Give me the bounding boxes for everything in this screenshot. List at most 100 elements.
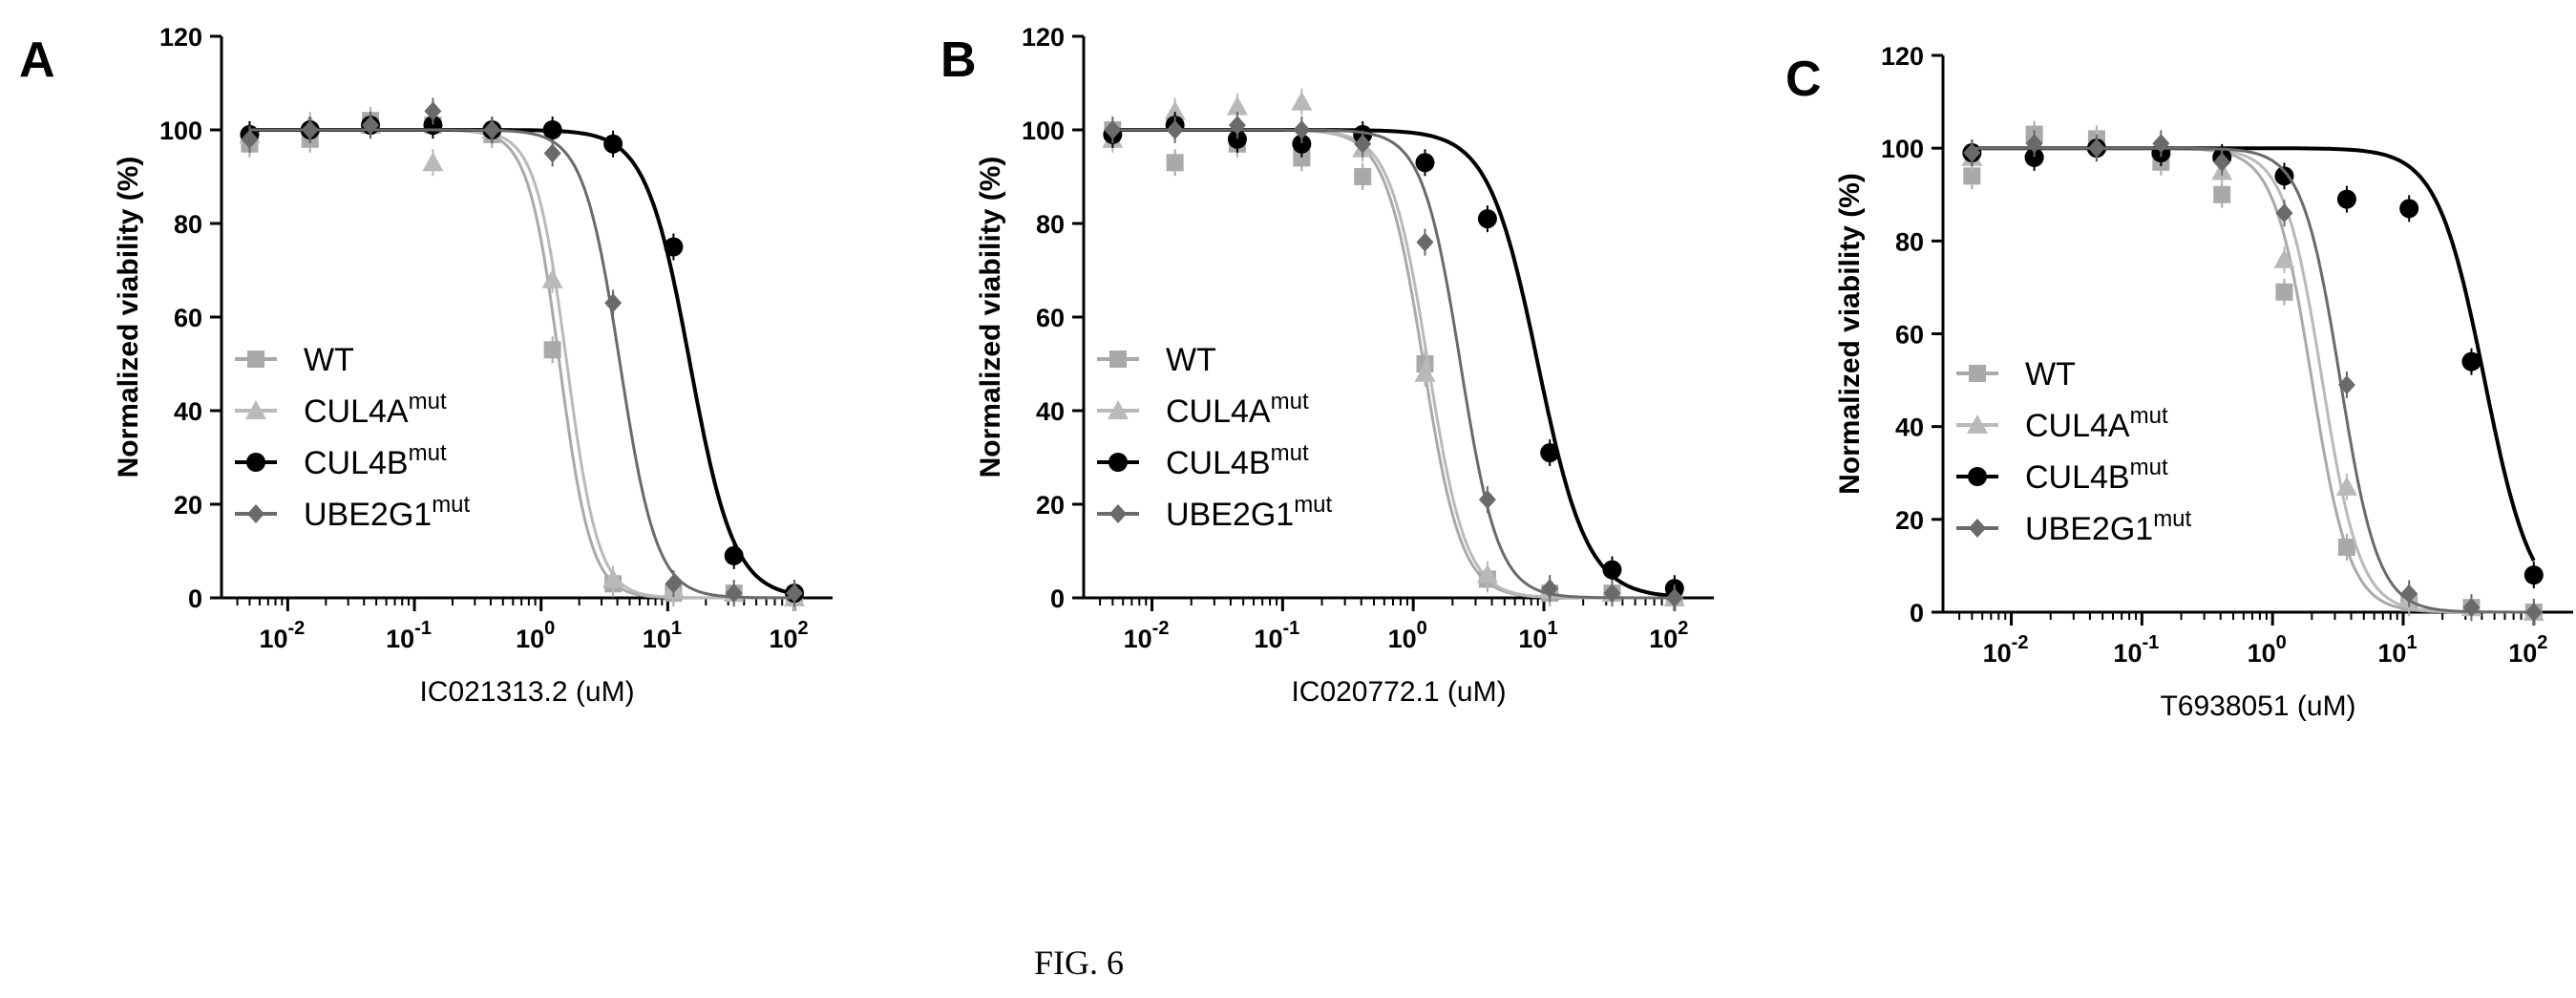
y-tick-label: 80 [1895,227,1924,256]
x-tick-label: 100 [1388,618,1427,653]
y-tick-label: 40 [174,397,202,426]
data-point-ube2g1 [1963,143,1981,163]
data-point-ube2g1 [362,116,380,136]
data-point-ube2g1 [1541,579,1559,599]
x-tick-label: 10-2 [259,618,305,653]
x-tick-label: 101 [2377,632,2417,668]
data-point-cul4b [1540,443,1560,463]
data-point-cul4a [2273,248,2295,268]
fit-curve-ube2g1 [1972,146,2534,614]
data-point-cul4b [603,134,623,154]
fit-curve-ube2g1 [1112,128,1675,600]
data-point-ube2g1 [1293,120,1311,139]
data-point-cul4b [542,120,562,139]
panel-letter: B [940,32,977,88]
legend-item-ube2g1: UBE2G1mut [235,492,471,533]
data-point-cul4b [1227,129,1247,149]
legend-item-wt: WT [1097,342,1216,378]
legend-item-cul4b: CUL4Bmut [1097,440,1309,481]
legend-label: WT [2025,356,2076,393]
data-point-ube2g1 [543,143,561,163]
y-tick-label: 20 [174,491,202,520]
y-tick-label: 40 [1036,397,1065,426]
legend-item-wt: WT [1956,356,2076,393]
x-tick-label: 10-1 [386,618,432,653]
data-point-cul4b [2024,147,2044,167]
y-tick-label: 120 [1022,23,1065,52]
data-point-ube2g1 [1416,232,1434,252]
data-point-wt [543,341,561,359]
data-point-cul4a [1164,100,1186,120]
legend-label: CUL4Bmut [1166,440,1309,481]
y-tick-label: 120 [159,23,202,52]
y-tick-label: 0 [1050,584,1065,613]
series-ube2g1 [1963,130,2543,626]
x-tick-label: 102 [1649,618,1688,653]
panel-c: C 0 20 40 60 80 100 120 10-2 10-1 100 101 102 T693805… [1785,42,2573,722]
data-point-cul4a [422,152,444,172]
legend-label: UBE2G1mut [304,492,471,533]
data-point-cul4a [602,568,624,588]
legend-item-cul4a: CUL4Amut [1956,403,2168,444]
data-point-ube2g1 [2400,584,2418,604]
data-point-cul4b [2399,199,2419,219]
y-tick-label: 0 [1910,599,1924,627]
y-tick-label: 80 [1036,210,1065,239]
data-point-ube2g1 [786,584,804,604]
legend-marker-cul4b [1109,453,1128,472]
x-tick-label: 10-2 [1124,618,1170,653]
data-point-ube2g1 [1665,588,1683,607]
data-point-cul4b [2336,189,2356,209]
panel-a: A 0 20 40 60 80 100 120 10-2 10-1 100 101 102 IC02131… [19,23,833,708]
x-tick-label: 100 [2248,632,2287,668]
data-point-ube2g1 [1166,120,1184,139]
legend-marker-ube2g1 [1969,519,1986,538]
y-tick-label: 80 [174,210,202,239]
legend: WT CUL4Amut CUL4Bmut UBE2G1mut [235,342,471,533]
data-point-wt [1293,149,1311,167]
legend-marker-cul4a [1108,400,1129,419]
legend-label: CUL4Bmut [304,440,447,481]
data-point-ube2g1 [725,584,743,604]
panels-group: A 0 20 40 60 80 100 120 10-2 10-1 100 101 102 IC02131… [19,23,2573,722]
legend-marker-ube2g1 [247,504,264,523]
legend-item-wt: WT [235,342,354,378]
legend-label: CUL4Amut [304,389,447,430]
data-point-ube2g1 [2462,598,2481,618]
legend-label: CUL4Amut [1166,389,1309,430]
data-point-cul4a [1291,91,1313,111]
legend-label: CUL4Bmut [2025,455,2168,496]
y-tick-label: 100 [1022,117,1065,145]
legend-marker-cul4b [246,453,265,472]
data-point-ube2g1 [665,574,683,594]
y-tick-label: 0 [188,584,202,613]
legend-marker-cul4a [1967,414,1988,434]
legend-label: CUL4Amut [2025,403,2168,444]
legend-label: UBE2G1mut [1166,492,1333,533]
x-axis-label: IC020772.1 (uM) [1291,676,1506,708]
data-point-cul4a [1226,96,1248,116]
data-point-cul4b [1477,209,1497,229]
data-point-ube2g1 [2087,138,2105,159]
data-point-cul4b [2461,351,2481,372]
legend-label: UBE2G1mut [2025,506,2192,547]
legend-label: WT [304,342,354,378]
data-point-ube2g1 [2152,134,2170,154]
y-tick-label: 60 [1036,304,1065,332]
data-point-wt [1963,167,1981,185]
x-tick-label: 102 [769,618,808,653]
panel-letter: C [1785,52,1822,107]
fit-curve-ube2g1 [249,128,795,600]
figure-caption: FIG. 6 [1034,944,1124,982]
legend-marker-cul4a [245,400,266,419]
x-axis-label: IC021313.2 (uM) [419,676,634,708]
x-tick-label: 101 [643,618,682,653]
x-axis-label: T6938051 (uM) [2160,690,2355,722]
data-point-cul4a [1414,362,1436,382]
data-point-ube2g1 [2275,203,2293,223]
data-point-wt [2213,185,2231,203]
data-point-ube2g1 [1104,120,1122,139]
data-point-ube2g1 [2213,152,2231,172]
y-axis-label: Normalized viability (%) [113,157,144,478]
